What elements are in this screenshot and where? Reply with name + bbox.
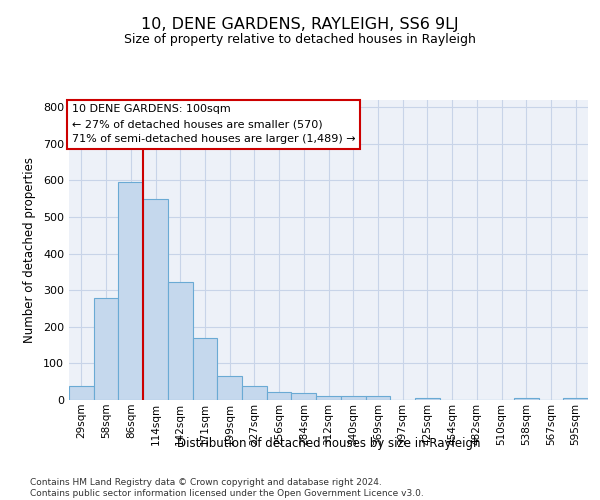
- Text: 10, DENE GARDENS, RAYLEIGH, SS6 9LJ: 10, DENE GARDENS, RAYLEIGH, SS6 9LJ: [141, 18, 459, 32]
- Bar: [563, 398, 588, 400]
- Bar: [143, 199, 168, 400]
- Bar: [341, 396, 365, 400]
- Bar: [118, 182, 143, 400]
- Text: Contains HM Land Registry data © Crown copyright and database right 2024.
Contai: Contains HM Land Registry data © Crown c…: [30, 478, 424, 498]
- Text: Size of property relative to detached houses in Rayleigh: Size of property relative to detached ho…: [124, 32, 476, 46]
- Bar: [69, 386, 94, 400]
- Bar: [292, 394, 316, 400]
- Bar: [316, 396, 341, 400]
- Text: 10 DENE GARDENS: 100sqm
← 27% of detached houses are smaller (570)
71% of semi-d: 10 DENE GARDENS: 100sqm ← 27% of detache…: [71, 104, 355, 144]
- Bar: [217, 376, 242, 400]
- Bar: [193, 338, 217, 400]
- Text: Distribution of detached houses by size in Rayleigh: Distribution of detached houses by size …: [177, 438, 481, 450]
- Bar: [242, 386, 267, 400]
- Bar: [415, 398, 440, 400]
- Y-axis label: Number of detached properties: Number of detached properties: [23, 157, 36, 343]
- Bar: [94, 298, 118, 400]
- Bar: [267, 392, 292, 400]
- Bar: [168, 282, 193, 400]
- Bar: [365, 396, 390, 400]
- Bar: [514, 398, 539, 400]
